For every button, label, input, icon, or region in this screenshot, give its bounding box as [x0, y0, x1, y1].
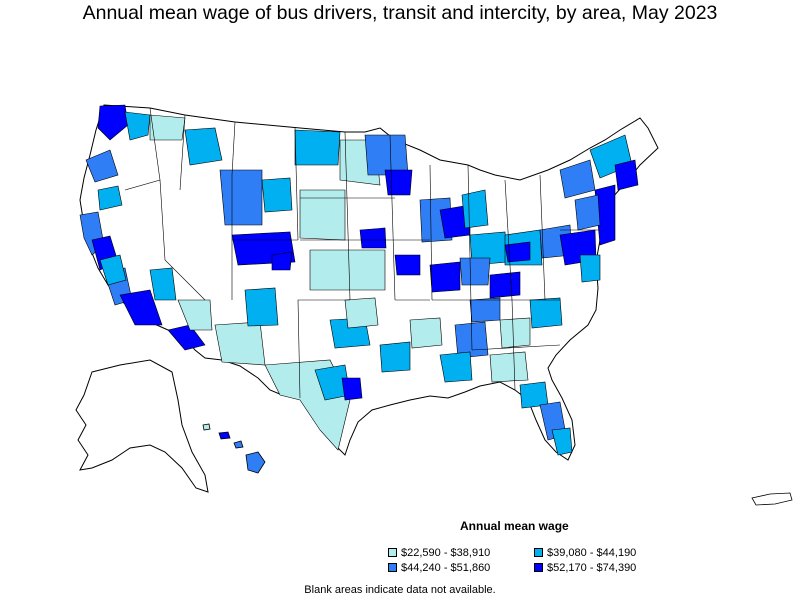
- map-area-10: [167, 324, 206, 351]
- legend-swatch-tier3: [388, 563, 397, 572]
- map-area-9: [99, 254, 127, 286]
- map-area-13: [214, 321, 266, 366]
- map-area-1: [124, 111, 151, 141]
- alaska-shape: [75, 359, 209, 493]
- state-border-4: [344, 131, 351, 301]
- hawaii-islands: [202, 423, 266, 474]
- map-area-59: [379, 341, 411, 373]
- map-area-15: [184, 127, 223, 166]
- legend-item-tier3: $44,240 - $51,860: [388, 561, 490, 574]
- map-area-20: [294, 129, 341, 166]
- state-borders: [124, 107, 600, 399]
- map-area-4: [97, 185, 123, 211]
- state-border-1: [179, 114, 186, 191]
- map-area-51: [529, 297, 563, 329]
- legend-item-tier4: $52,170 - $74,390: [534, 561, 636, 574]
- legend-label-tier3: $44,240 - $51,860: [401, 561, 491, 574]
- map-area-26: [359, 227, 387, 249]
- map-area-60: [344, 297, 379, 329]
- legend-item-tier1: $22,590 - $38,910: [388, 546, 490, 559]
- map-area-34: [461, 189, 489, 229]
- legend-label-tier4: $52,170 - $74,390: [547, 561, 637, 574]
- legend-item-tier2: $39,080 - $44,190: [534, 546, 636, 559]
- puerto-rico: [751, 492, 793, 506]
- map-area-0: [97, 104, 129, 141]
- legend-swatch-tier1: [388, 548, 397, 557]
- map-area-49: [469, 297, 501, 323]
- map-area-45: [574, 194, 601, 231]
- state-border-11: [429, 164, 433, 301]
- map-area-30: [341, 377, 363, 401]
- map-area-54: [489, 351, 529, 383]
- state-border-18: [471, 344, 561, 351]
- map-area-36: [429, 261, 461, 293]
- state-border-13: [504, 179, 513, 301]
- state-border-19: [511, 299, 516, 391]
- hawaii-island-4: [245, 451, 266, 474]
- map-area-12: [177, 299, 213, 331]
- map-area-53: [439, 351, 473, 383]
- state-border-6: [159, 179, 206, 301]
- legend-label-tier1: $22,590 - $38,910: [401, 546, 491, 559]
- legend-swatch-tier2: [534, 548, 543, 557]
- map-area-27: [394, 254, 421, 276]
- legend-swatch-tier4: [534, 563, 543, 572]
- legend-label-tier2: $39,080 - $44,190: [547, 546, 637, 559]
- map-area-23: [299, 189, 346, 241]
- map-area-48: [579, 254, 601, 283]
- hawaii-island-2: [218, 431, 231, 440]
- map-area-55: [519, 381, 549, 409]
- alaska-outline: [75, 359, 209, 493]
- state-border-2: [231, 121, 236, 176]
- map-area-17: [261, 177, 293, 213]
- map-area-2: [149, 114, 186, 141]
- map-area-3: [85, 149, 119, 183]
- state-border-9: [297, 299, 350, 399]
- puerto-rico-shape: [751, 492, 793, 506]
- map-area-41: [504, 241, 531, 263]
- map-title: Annual mean wage of bus drivers, transit…: [82, 2, 718, 24]
- state-border-5: [389, 134, 396, 301]
- map-area-19: [271, 251, 293, 271]
- map-area-50: [499, 317, 531, 349]
- map-area-16: [219, 169, 263, 226]
- state-border-12: [467, 164, 473, 351]
- legend-title: Annual mean wage: [460, 519, 569, 533]
- hawaii-island-1: [202, 423, 211, 431]
- map-area-58: [409, 317, 443, 349]
- map-area-24: [364, 134, 409, 176]
- map-area-11: [149, 267, 177, 301]
- map-area-25: [384, 169, 413, 196]
- map-area-8: [119, 289, 163, 326]
- state-border-14: [539, 174, 546, 301]
- state-border-3: [294, 127, 299, 241]
- map-area-47: [614, 159, 639, 191]
- blank-areas-note: Blank areas indicate data not available.: [304, 584, 496, 596]
- map-area-40: [489, 271, 521, 299]
- map-area-14: [244, 287, 279, 327]
- map-area-57: [551, 427, 573, 456]
- hawaii-island-3: [233, 440, 244, 449]
- map-areas: [79, 104, 639, 456]
- map-area-22: [309, 249, 386, 291]
- map-area-37: [459, 257, 491, 286]
